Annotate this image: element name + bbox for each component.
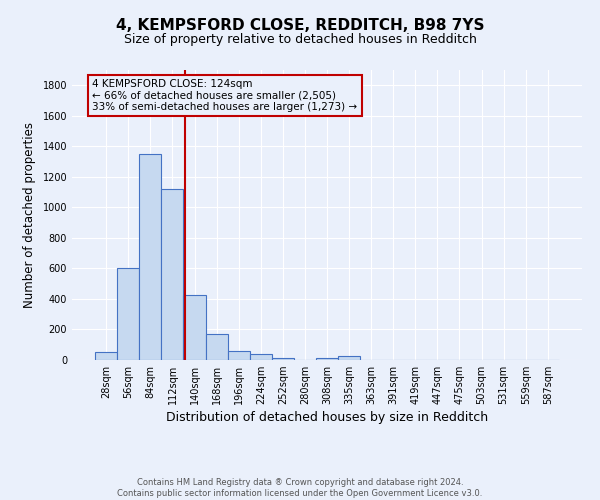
Bar [161, 189, 184, 360]
Bar [250, 354, 272, 360]
Bar [338, 356, 360, 360]
Bar [316, 358, 338, 360]
Bar [95, 352, 117, 360]
Bar [206, 334, 227, 360]
Bar [139, 154, 161, 360]
Text: 4 KEMPSFORD CLOSE: 124sqm
← 66% of detached houses are smaller (2,505)
33% of se: 4 KEMPSFORD CLOSE: 124sqm ← 66% of detac… [92, 78, 358, 112]
Y-axis label: Number of detached properties: Number of detached properties [23, 122, 35, 308]
Bar [272, 358, 294, 360]
Bar [117, 268, 139, 360]
Text: 4, KEMPSFORD CLOSE, REDDITCH, B98 7YS: 4, KEMPSFORD CLOSE, REDDITCH, B98 7YS [116, 18, 484, 32]
X-axis label: Distribution of detached houses by size in Redditch: Distribution of detached houses by size … [166, 412, 488, 424]
Text: Contains HM Land Registry data ® Crown copyright and database right 2024.
Contai: Contains HM Land Registry data ® Crown c… [118, 478, 482, 498]
Text: Size of property relative to detached houses in Redditch: Size of property relative to detached ho… [124, 32, 476, 46]
Bar [184, 295, 206, 360]
Bar [227, 351, 250, 360]
